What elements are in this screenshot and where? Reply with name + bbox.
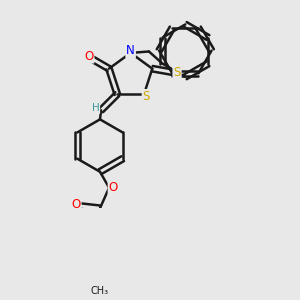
- Text: O: O: [71, 198, 81, 211]
- Text: O: O: [109, 181, 118, 194]
- Text: S: S: [173, 66, 181, 79]
- Text: CH₃: CH₃: [91, 286, 109, 296]
- Text: O: O: [84, 50, 94, 63]
- Text: N: N: [126, 44, 135, 57]
- Text: S: S: [142, 90, 150, 103]
- Text: H: H: [92, 103, 99, 113]
